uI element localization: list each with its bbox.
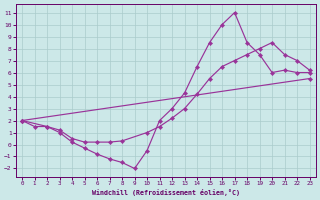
- X-axis label: Windchill (Refroidissement éolien,°C): Windchill (Refroidissement éolien,°C): [92, 189, 240, 196]
